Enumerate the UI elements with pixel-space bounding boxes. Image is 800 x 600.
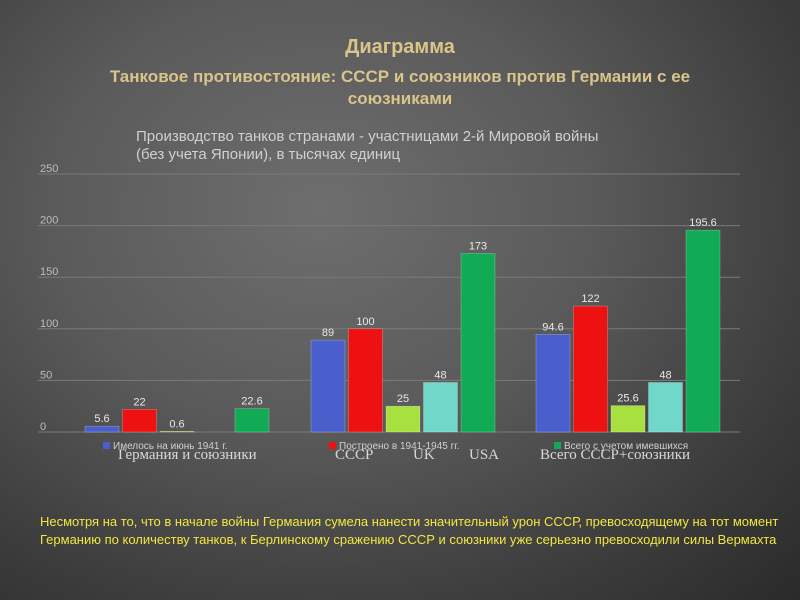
y-tick-label: 0 (40, 421, 46, 433)
category-marker (329, 442, 336, 449)
category-marker (103, 442, 110, 449)
bar (234, 408, 270, 433)
bar (685, 229, 721, 433)
data-label: 22.6 (241, 396, 262, 408)
bar (84, 425, 120, 433)
bar (159, 431, 195, 433)
data-label: 195.6 (689, 217, 717, 229)
chart-title: Производство танков странами - участница… (136, 128, 599, 163)
data-label: 48 (434, 369, 446, 381)
bar (648, 382, 683, 433)
y-tick-label: 50 (40, 369, 52, 381)
data-label: 0.6 (169, 418, 184, 430)
bar (122, 408, 157, 433)
bar (610, 405, 646, 433)
category-label: Имелось на июнь 1941 г. (113, 441, 227, 452)
legend-label: UK (413, 447, 435, 463)
y-tick-label: 100 (40, 318, 58, 330)
data-label: 25 (397, 393, 409, 405)
y-tick-label: 150 (40, 266, 58, 278)
category-marker (554, 442, 561, 449)
legend-label: СССР (335, 447, 373, 463)
category-label: Всего с учетом имевшихся (564, 441, 688, 452)
bar (385, 405, 421, 433)
y-tick-label: 200 (40, 215, 58, 227)
slide-subtitle: Танковое противостояние: СССР и союзнико… (109, 67, 691, 108)
legend-label: USA (469, 447, 499, 463)
data-label: 25.6 (617, 393, 638, 405)
y-tick-label: 250 (40, 163, 58, 175)
data-label: 94.6 (542, 321, 563, 333)
bar (460, 253, 496, 433)
slide-title: Диаграмма (345, 36, 455, 58)
legend-label: Германия и союзники (118, 447, 257, 463)
legend-label: Всего СССР+союзники (540, 447, 690, 463)
data-label: 100 (356, 316, 374, 328)
data-label: 5.6 (94, 413, 109, 425)
data-label: 122 (581, 293, 599, 305)
data-label: 22 (133, 396, 145, 408)
bar-chart: 0 50 100 150 200 250 5.6 22 0.6 22.6 Имелось на ию… (38, 163, 740, 463)
bar (535, 334, 571, 433)
data-label: 89 (322, 327, 334, 339)
bar (573, 305, 608, 433)
data-label: 48 (659, 369, 671, 381)
bar (310, 339, 346, 433)
summary-note: Несмотря на то, что в начале войны Герма… (40, 514, 779, 547)
bar (348, 328, 383, 433)
category-label: Построено в 1941-1945 гг. (339, 441, 459, 452)
bar (423, 382, 458, 433)
data-label: 173 (469, 240, 487, 252)
